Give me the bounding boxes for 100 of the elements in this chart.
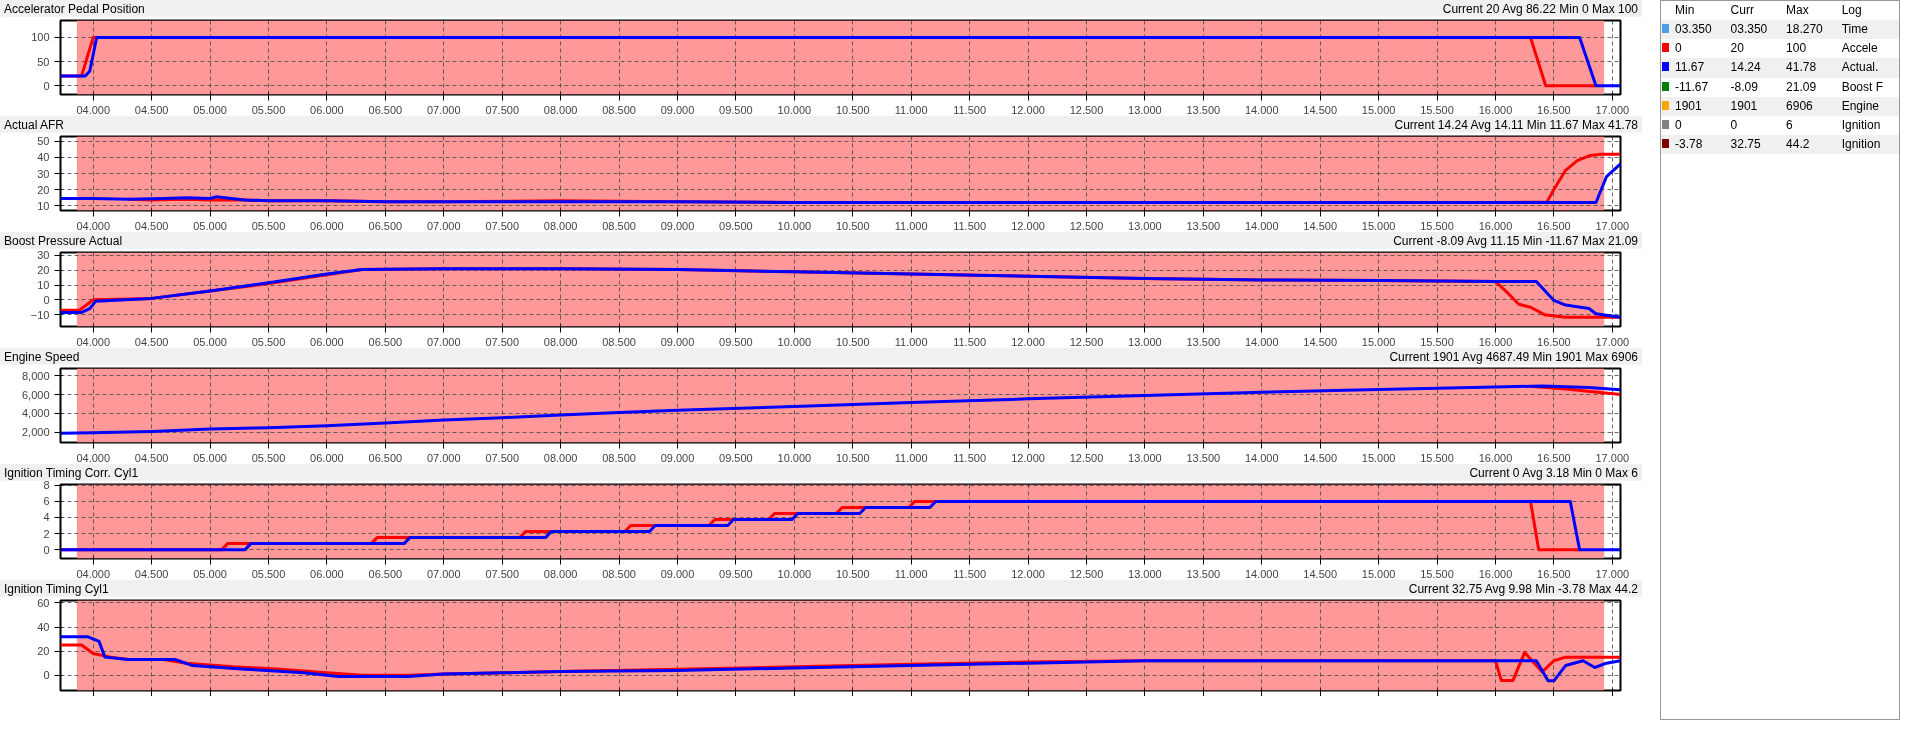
x-tick-label: 10.000	[777, 451, 812, 464]
x-tick-label: 15.500	[1420, 335, 1454, 348]
x-tick-label: 06.000	[310, 567, 344, 580]
x-tick-label: 04.000	[76, 335, 111, 348]
x-tick-label: 06.000	[310, 103, 344, 116]
x-tick-label: 16.500	[1537, 103, 1571, 116]
x-tick-label: 16.000	[1478, 103, 1513, 116]
y-tick-label: 0	[43, 293, 50, 306]
x-tick-label: 07.500	[485, 335, 520, 348]
x-tick-label: 11.000	[894, 451, 928, 464]
x-tick-label: 16.500	[1537, 335, 1571, 348]
x-tick-label: 09.000	[660, 103, 695, 116]
x-tick-label: 08.000	[543, 567, 578, 580]
x-tick-label: 09.000	[660, 451, 695, 464]
x-tick-label: 11.000	[894, 567, 928, 580]
x-tick-label: 08.500	[602, 567, 636, 580]
x-tick-label: 10.500	[835, 335, 870, 348]
y-tick-label: 6	[43, 495, 50, 508]
x-tick-label: 12.500	[1069, 335, 1104, 348]
x-tick-label: 05.000	[193, 103, 227, 116]
x-tick-label: 04.500	[134, 451, 169, 464]
chart-subtitle: Current 0 Avg 3.18 Min 0 Max 6	[1469, 465, 1638, 482]
x-tick-label: 11.500	[953, 451, 987, 464]
x-tick-label: 08.500	[602, 335, 636, 348]
x-tick-label: 10.500	[835, 219, 870, 232]
x-tick-label: 12.000	[1011, 567, 1045, 580]
y-tick-label: −10	[30, 308, 50, 321]
x-tick-label: 07.500	[485, 567, 520, 580]
x-tick-label: 14.000	[1244, 451, 1279, 464]
x-tick-label: 14.500	[1303, 567, 1338, 580]
table-row-shading: 0 0 6 Ignition	[1661, 115, 1899, 135]
x-tick-label: 09.500	[719, 567, 753, 580]
chart-title: Boost Pressure Actual	[4, 233, 123, 250]
x-tick-label: 14.000	[1244, 219, 1279, 232]
x-tick-label: 05.500	[251, 219, 286, 232]
x-tick-label: 12.500	[1069, 103, 1104, 116]
x-tick-label: 15.500	[1420, 103, 1454, 116]
x-tick-label: 11.500	[953, 219, 987, 232]
x-tick-label: 13.000	[1128, 219, 1162, 232]
x-tick-label: 07.500	[485, 219, 520, 232]
x-tick-label: 07.500	[485, 103, 520, 116]
x-tick-label: 13.000	[1128, 451, 1162, 464]
x-tick-label: 06.500	[368, 567, 403, 580]
x-tick-label: 07.000	[426, 451, 461, 464]
x-tick-label: 15.000	[1361, 451, 1396, 464]
x-tick-label: 13.500	[1186, 567, 1221, 580]
y-tick-label: 4	[43, 511, 50, 524]
chart-subtitle: Current 32.75 Avg 9.98 Min -3.78 Max 44.2	[1408, 581, 1638, 598]
y-tick-label: 40	[37, 621, 50, 634]
x-tick-label: 16.000	[1478, 335, 1513, 348]
x-tick-label: 10.000	[777, 335, 812, 348]
x-tick-label: 09.500	[719, 219, 753, 232]
x-tick-label: 13.000	[1128, 103, 1162, 116]
x-tick-label: 16.500	[1537, 219, 1571, 232]
x-tick-label: 17.000	[1595, 219, 1630, 232]
x-tick-label: 16.500	[1537, 451, 1571, 464]
x-tick-label: 09.500	[719, 451, 753, 464]
x-tick-label: 05.000	[193, 219, 227, 232]
chart-subtitle: Current 20 Avg 86.22 Min 0 Max 100	[1442, 1, 1638, 18]
chart-title: Engine Speed	[4, 349, 80, 366]
x-tick-label: 10.500	[835, 103, 870, 116]
x-tick-label: 15.000	[1361, 567, 1396, 580]
x-tick-label: 10.000	[777, 219, 812, 232]
chart-subtitle: Current 14.24 Avg 14.11 Min 11.67 Max 41.78	[1394, 117, 1638, 134]
x-tick-label: 17.000	[1595, 451, 1630, 464]
x-tick-label: 08.000	[543, 103, 578, 116]
chart-title: Accelerator Pedal Position	[4, 1, 145, 18]
x-tick-label: 16.500	[1537, 567, 1571, 580]
x-tick-label: 08.000	[543, 219, 578, 232]
line-series	[60, 635, 1621, 683]
x-tick-label: 11.000	[894, 219, 928, 232]
x-tick-label: 04.000	[76, 451, 111, 464]
chart-title: Ignition Timing Cyl1	[4, 581, 109, 598]
y-tick-label: 50	[37, 55, 50, 68]
x-tick-label: 07.500	[485, 451, 520, 464]
x-tick-label: 09.000	[660, 335, 695, 348]
x-tick-label: 08.500	[602, 103, 636, 116]
x-tick-label: 09.000	[660, 219, 695, 232]
x-tick-label: 10.500	[835, 451, 870, 464]
x-tick-label: 04.000	[76, 219, 111, 232]
x-tick-label: 14.000	[1244, 103, 1279, 116]
x-tick-label: 17.000	[1595, 567, 1630, 580]
y-tick-label: 0	[43, 79, 50, 92]
y-tick-label: 4,000	[21, 407, 50, 420]
x-tick-label: 07.000	[426, 567, 461, 580]
x-tick-label: 09.000	[660, 567, 695, 580]
x-tick-label: 06.000	[310, 451, 344, 464]
y-tick-label: 6,000	[21, 388, 50, 401]
x-tick-label: 14.500	[1303, 219, 1338, 232]
x-tick-label: 15.000	[1361, 335, 1396, 348]
y-tick-label: 0	[43, 669, 50, 682]
x-tick-label: 06.500	[368, 335, 403, 348]
x-tick-label: 04.500	[134, 103, 169, 116]
x-tick-label: 08.000	[543, 335, 578, 348]
x-tick-label: 04.000	[76, 567, 111, 580]
x-tick-label: 12.500	[1069, 567, 1104, 580]
y-tick-label: 100	[31, 31, 50, 44]
x-tick-label: 15.500	[1420, 451, 1454, 464]
x-tick-label: 16.000	[1478, 567, 1513, 580]
x-tick-label: 12.000	[1011, 103, 1045, 116]
